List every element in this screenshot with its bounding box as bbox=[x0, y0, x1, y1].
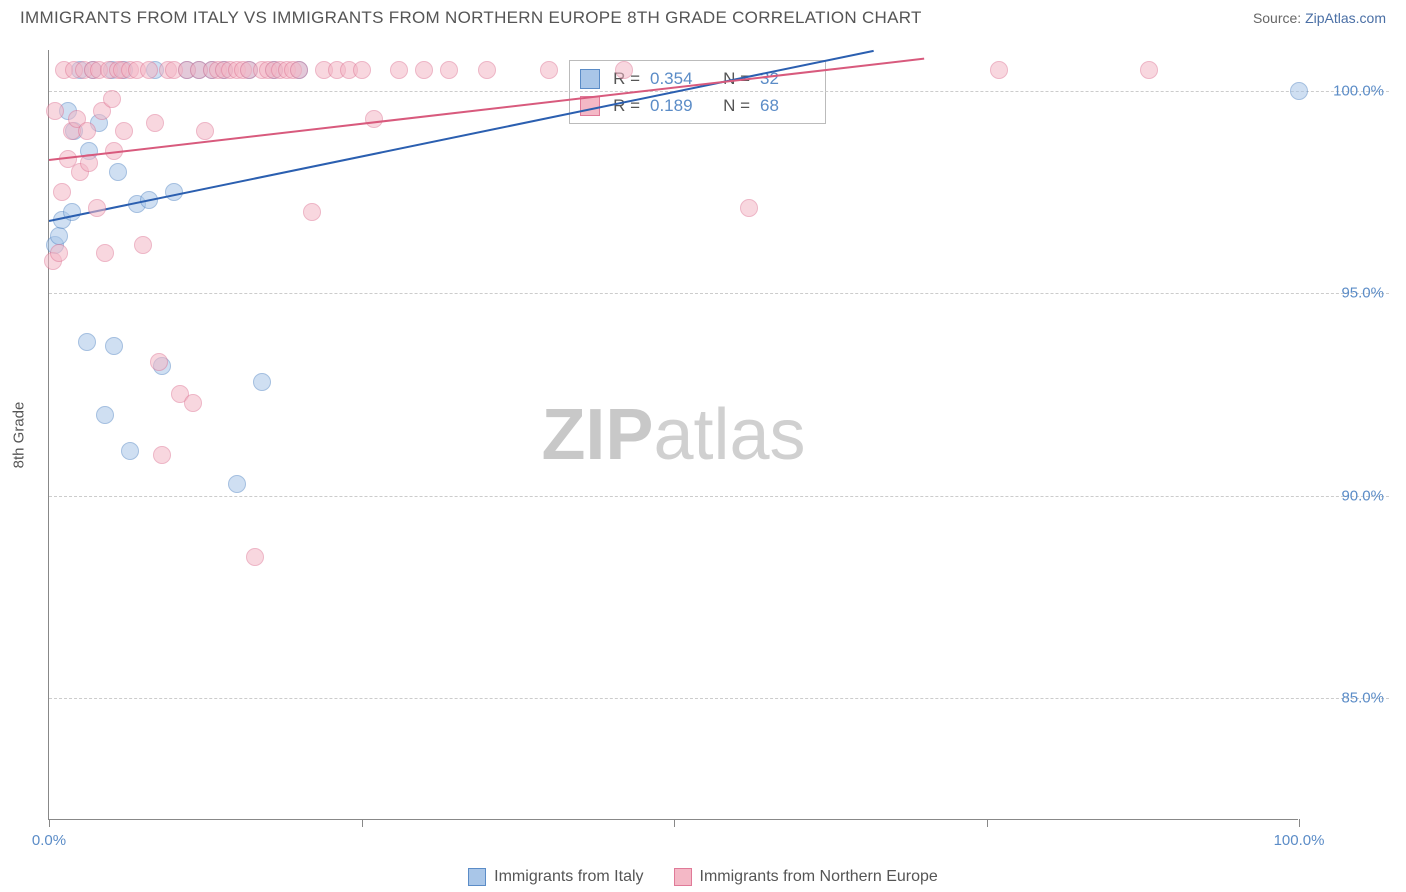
scatter-point bbox=[96, 244, 114, 262]
legend-label: Immigrants from Northern Europe bbox=[700, 868, 938, 886]
x-tick bbox=[674, 819, 675, 827]
scatter-point bbox=[740, 199, 758, 217]
scatter-point bbox=[184, 394, 202, 412]
scatter-point bbox=[78, 333, 96, 351]
bottom-legend: Immigrants from Italy Immigrants from Nor… bbox=[0, 868, 1406, 886]
scatter-point bbox=[246, 548, 264, 566]
scatter-point bbox=[196, 122, 214, 140]
scatter-point bbox=[109, 163, 127, 181]
source-prefix: Source: bbox=[1253, 10, 1305, 26]
r-label: R = bbox=[610, 92, 640, 119]
watermark-bold: ZIP bbox=[541, 395, 653, 475]
scatter-point bbox=[415, 61, 433, 79]
y-tick-label: 95.0% bbox=[1304, 285, 1384, 302]
scatter-point bbox=[80, 154, 98, 172]
scatter-point bbox=[121, 442, 139, 460]
legend-item: Immigrants from Italy bbox=[468, 868, 643, 886]
scatter-point bbox=[78, 122, 96, 140]
scatter-point bbox=[46, 102, 64, 120]
scatter-point bbox=[140, 61, 158, 79]
gridline bbox=[49, 698, 1389, 699]
scatter-point bbox=[253, 373, 271, 391]
legend-swatch bbox=[468, 868, 486, 886]
x-tick bbox=[49, 819, 50, 827]
scatter-point bbox=[1140, 61, 1158, 79]
scatter-point bbox=[615, 61, 633, 79]
chart-title: IMMIGRANTS FROM ITALY VS IMMIGRANTS FROM… bbox=[20, 8, 922, 28]
gridline bbox=[49, 91, 1389, 92]
scatter-point bbox=[88, 199, 106, 217]
source-attribution: Source: ZipAtlas.com bbox=[1253, 10, 1386, 26]
scatter-point bbox=[390, 61, 408, 79]
scatter-point bbox=[228, 475, 246, 493]
gridline bbox=[49, 293, 1389, 294]
scatter-point bbox=[115, 122, 133, 140]
y-tick-label: 90.0% bbox=[1304, 487, 1384, 504]
scatter-point bbox=[134, 236, 152, 254]
scatter-point bbox=[146, 114, 164, 132]
scatter-point bbox=[540, 61, 558, 79]
x-tick-label: 0.0% bbox=[32, 832, 66, 849]
scatter-point bbox=[290, 61, 308, 79]
watermark-rest: atlas bbox=[653, 395, 805, 475]
legend-label: Immigrants from Italy bbox=[494, 868, 643, 886]
legend-item: Immigrants from Northern Europe bbox=[674, 868, 938, 886]
scatter-point bbox=[96, 406, 114, 424]
scatter-point bbox=[53, 183, 71, 201]
scatter-point bbox=[103, 90, 121, 108]
chart-container: ZIPatlas 8th Grade R =0.354N =32R =0.189… bbox=[48, 50, 1388, 820]
y-tick-label: 85.0% bbox=[1304, 690, 1384, 707]
x-tick bbox=[362, 819, 363, 827]
source-link[interactable]: ZipAtlas.com bbox=[1305, 10, 1386, 26]
scatter-point bbox=[990, 61, 1008, 79]
scatter-point bbox=[478, 61, 496, 79]
x-tick-label: 100.0% bbox=[1274, 832, 1325, 849]
plot-area: ZIPatlas 8th Grade R =0.354N =32R =0.189… bbox=[48, 50, 1298, 820]
y-axis-title: 8th Grade bbox=[11, 401, 28, 468]
watermark: ZIPatlas bbox=[541, 394, 805, 476]
scatter-point bbox=[105, 337, 123, 355]
y-tick-label: 100.0% bbox=[1304, 82, 1384, 99]
scatter-point bbox=[50, 244, 68, 262]
scatter-point bbox=[153, 446, 171, 464]
gridline bbox=[49, 496, 1389, 497]
x-tick bbox=[987, 819, 988, 827]
legend-swatch bbox=[580, 69, 600, 89]
scatter-point bbox=[150, 353, 168, 371]
scatter-point bbox=[353, 61, 371, 79]
scatter-point bbox=[365, 110, 383, 128]
n-value: 68 bbox=[760, 92, 815, 119]
n-label: N = bbox=[715, 92, 750, 119]
scatter-point bbox=[303, 203, 321, 221]
legend-swatch bbox=[674, 868, 692, 886]
x-tick bbox=[1299, 819, 1300, 827]
stats-row: R =0.189N =68 bbox=[580, 92, 815, 119]
scatter-point bbox=[440, 61, 458, 79]
